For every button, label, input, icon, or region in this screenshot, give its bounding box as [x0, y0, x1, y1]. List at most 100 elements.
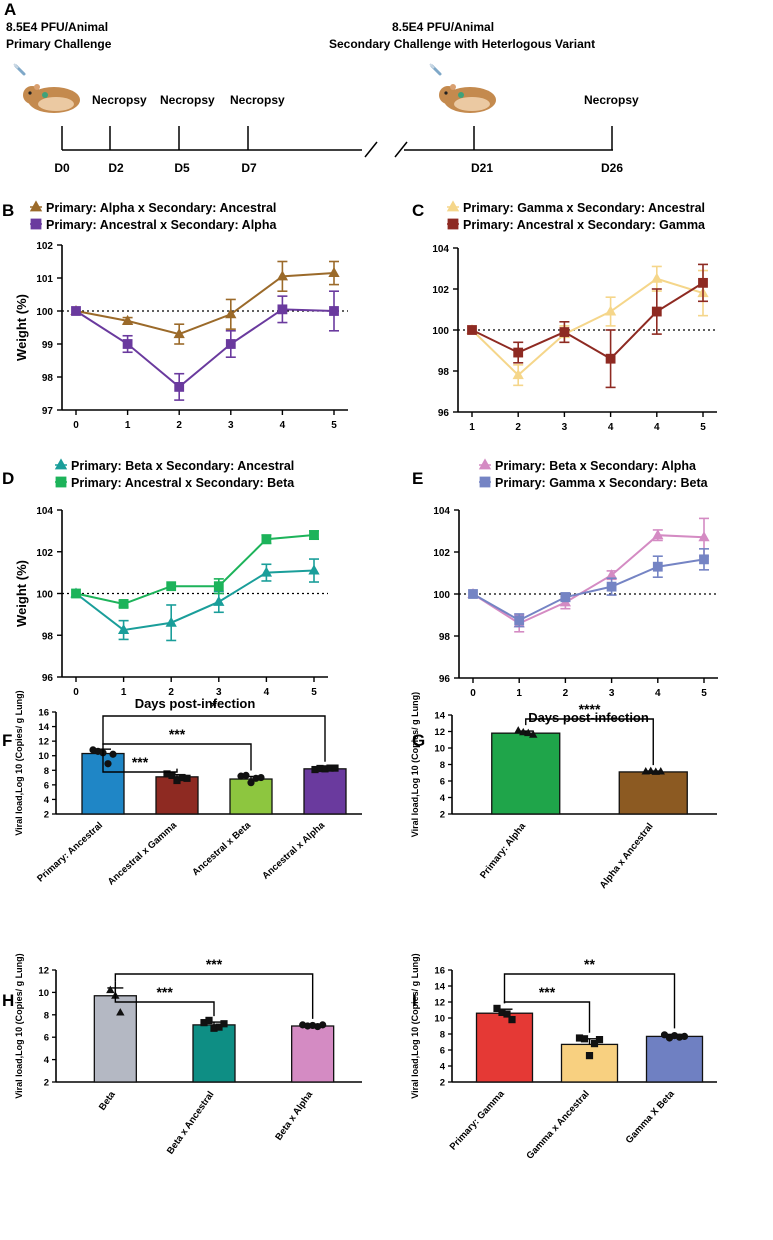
y-tick-label: 10 [434, 1014, 445, 1025]
bracket-line [102, 715, 326, 762]
data-point [213, 595, 225, 606]
day-label-d5: D5 [174, 161, 190, 175]
y-tick-label: 96 [42, 673, 54, 684]
data-point [595, 1036, 604, 1044]
legend-marker [479, 476, 491, 488]
y-tick-label: 16 [434, 966, 445, 977]
significance-bracket-0: *** [114, 981, 215, 1017]
legend-label: Primary: Gamma x Secondary: Ancestral [463, 201, 705, 215]
x-tick-label: 1 [121, 687, 127, 698]
legend-marker [29, 200, 43, 212]
data-point [580, 1035, 589, 1043]
data-point [261, 534, 272, 545]
series-0 [70, 558, 320, 642]
data-point [651, 306, 662, 317]
y-tick-label: 14 [434, 982, 445, 993]
day-label-d7: D7 [241, 161, 257, 175]
data-point [118, 599, 129, 609]
y-tick-label: 6 [440, 1046, 445, 1057]
data-point [652, 529, 664, 540]
data-point [559, 327, 570, 337]
category-label: Beta x Ancestral [165, 1089, 217, 1156]
x-tick-label: 2 [168, 687, 174, 698]
significance-label: *** [169, 726, 186, 742]
bar-group-2 [645, 1031, 704, 1083]
data-point [560, 592, 571, 603]
data-point [71, 588, 81, 599]
data-point [71, 306, 81, 316]
significance-label: * [211, 698, 217, 714]
data-point [606, 581, 617, 592]
x-tick-label: 0 [73, 420, 79, 431]
legend-label: Primary: Gamma x Secondary: Beta [495, 476, 709, 490]
series-line [75, 534, 315, 605]
hamster-icon [13, 63, 80, 113]
significance-bracket-1: *** [114, 956, 314, 1019]
data-point [225, 308, 237, 319]
bar [560, 1043, 619, 1083]
data-point [328, 267, 340, 278]
necropsy-label-d5: Necropsy [160, 93, 215, 107]
significance-bracket-1: *** [102, 726, 252, 771]
panel-letter: F [2, 731, 12, 750]
panel-letter: C [412, 201, 424, 220]
data-point [220, 1020, 228, 1028]
data-point [121, 314, 134, 325]
y-tick-label: 96 [439, 674, 451, 685]
category-label: Primary: Alpha [478, 821, 528, 881]
y-tick-label: 10 [434, 744, 445, 755]
x-tick-label: 1 [516, 688, 522, 699]
series-line [472, 534, 705, 625]
y-tick-label: 4 [44, 1055, 50, 1066]
y-tick-label: 8 [440, 760, 445, 771]
x-tick-label: 4 [280, 420, 286, 431]
chart-i: I 2 4 6 8 10 12 14 16 Viral load,Log 10 (Copies/ … [410, 953, 717, 1162]
data-point [605, 353, 616, 364]
y-axis-label: Weight (%) [14, 294, 29, 361]
y-tick-label: 102 [36, 241, 53, 252]
day-label-d21: D21 [471, 161, 493, 175]
data-point [493, 1004, 501, 1013]
data-point [225, 339, 236, 349]
bar-group-1 [560, 1034, 619, 1083]
significance-bracket-1: ** [503, 956, 676, 1029]
bar [291, 1025, 335, 1083]
data-point [698, 531, 710, 542]
bar-group-1 [618, 766, 688, 815]
bar [645, 1035, 704, 1083]
y-tick-label: 102 [36, 548, 53, 559]
y-tick-label: 4 [44, 795, 50, 806]
data-point [646, 766, 655, 775]
bar [192, 1024, 236, 1083]
legend-label: Primary: Alpha x Secondary: Ancestral [46, 201, 276, 215]
x-tick-label: 3 [609, 688, 615, 699]
series-1 [468, 548, 709, 628]
x-tick-label: 4 [654, 422, 660, 433]
data-point [242, 771, 250, 779]
x-tick-label: 3 [228, 420, 234, 431]
y-tick-label: 101 [36, 274, 53, 285]
x-tick-label: 5 [331, 420, 337, 431]
legend-marker [54, 458, 68, 470]
category-label: Beta [97, 1089, 118, 1113]
series-line [75, 569, 315, 632]
category-label: Beta x Alpha [273, 1089, 315, 1143]
data-point [205, 1016, 213, 1025]
legend-marker [55, 476, 67, 488]
data-point [519, 727, 528, 736]
bar [303, 768, 347, 815]
y-tick-label: 98 [42, 373, 54, 384]
y-tick-label: 102 [432, 285, 449, 296]
bar-group-0 [475, 1004, 534, 1083]
series-0 [467, 517, 710, 633]
x-tick-label: 5 [701, 688, 707, 699]
y-tick-label: 2 [44, 810, 49, 821]
data-point [585, 1052, 594, 1060]
legend-marker [446, 200, 460, 212]
y-tick-label: 8 [440, 1030, 445, 1041]
panel-letter: E [412, 469, 423, 488]
day-label-d0: D0 [54, 161, 70, 175]
data-point [116, 1008, 125, 1016]
y-tick-label: 8 [44, 1010, 49, 1021]
